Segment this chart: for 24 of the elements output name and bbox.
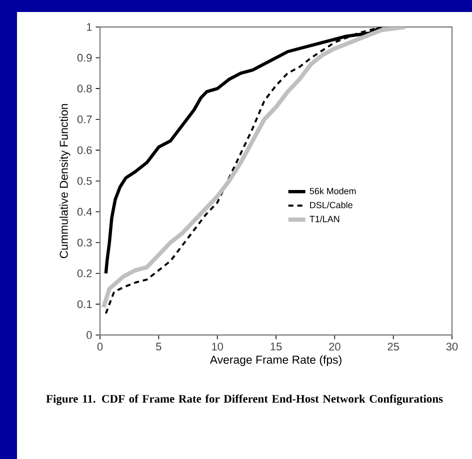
y-tick-label: 1 [86,23,92,31]
caption: Figure 11. CDF of Frame Rate for Different End-Host Network Configurations [46,394,443,406]
legend-label: DSL/Cable [310,202,352,208]
x-tick-label: 30 [446,342,458,351]
y-tick-label: 0.5 [77,177,92,185]
legend-label: T1/LAN [310,216,340,222]
x-tick-label: 5 [156,342,162,350]
x-tick-label: 25 [388,342,399,351]
y-tick-label: 0.2 [77,270,92,278]
y-tick-label: 0.3 [77,238,92,246]
x-tick-label: 15 [270,342,282,350]
y-tick-label: 0.8 [77,84,92,92]
x-tick-label: 10 [212,342,223,351]
x-tick-label: 20 [329,342,340,351]
y-tick-label: 0.7 [77,116,92,124]
x-tick-label: 0 [97,342,103,351]
y-tick-label: 0.9 [77,54,92,62]
y-tick-label: 0 [86,331,92,339]
y-tick-label: 0.1 [77,300,92,308]
legend-label: 56k Modem [310,188,356,194]
x-axis-title: Average Frame Rate (fps) [210,355,342,366]
y-tick-label: 0.6 [77,146,92,154]
y-axis-title: Cummulative Density Function [59,104,70,258]
y-tick-label: 0.4 [77,208,92,216]
